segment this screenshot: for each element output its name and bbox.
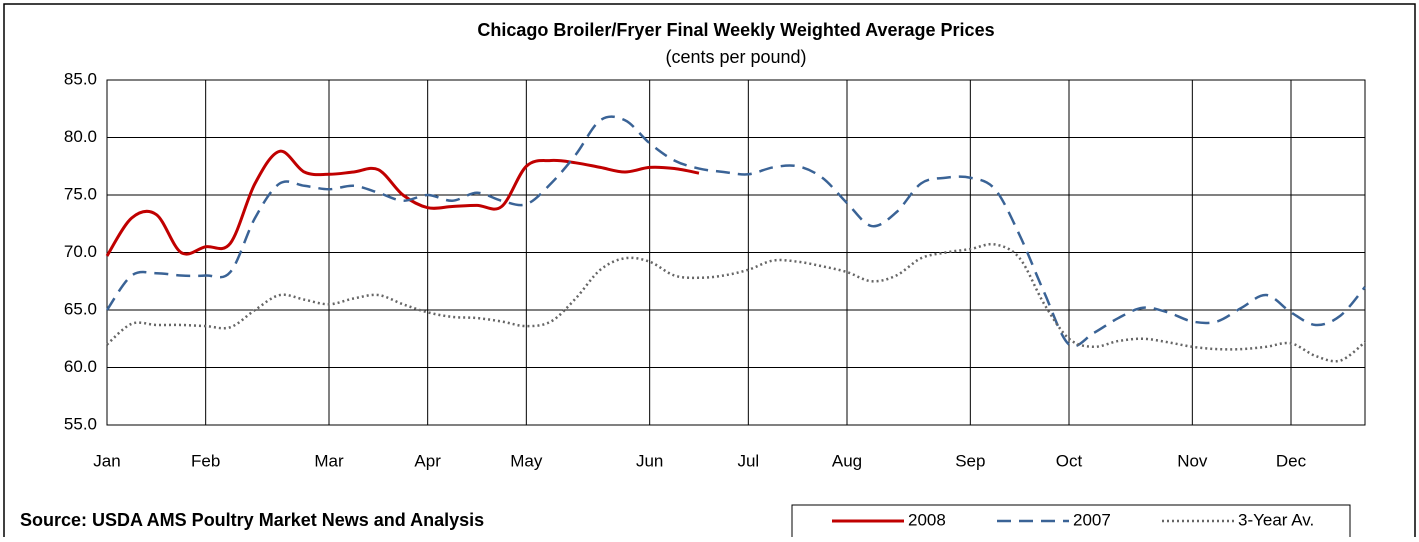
legend-box <box>791 504 1351 542</box>
x-tick-label: Aug <box>832 451 862 470</box>
legend-label: 2008 <box>908 510 946 529</box>
y-tick-label: 60.0 <box>64 357 97 376</box>
y-tick-label: 85.0 <box>64 69 97 88</box>
series-line <box>105 115 1366 348</box>
y-tick-label: 75.0 <box>64 184 97 203</box>
x-tick-label: Sep <box>955 451 985 470</box>
y-tick-label: 55.0 <box>64 414 97 433</box>
chart-title: Chicago Broiler/Fryer Final Weekly Weigh… <box>477 20 994 40</box>
series-line <box>105 149 700 257</box>
chart-subtitle: (cents per pound) <box>665 47 806 67</box>
chart-border <box>3 3 1416 542</box>
x-tick-label: Jul <box>737 451 759 470</box>
x-tick-label: Oct <box>1056 451 1083 470</box>
x-tick-label: Mar <box>314 451 344 470</box>
y-tick-label: 65.0 <box>64 299 97 318</box>
source-note: Source: USDA AMS Poultry Market News and… <box>20 510 484 530</box>
x-tick-label: Jun <box>636 451 663 470</box>
x-tick-label: Jan <box>93 451 120 470</box>
y-tick-label: 70.0 <box>64 242 97 261</box>
legend-label: 2007 <box>1073 510 1111 529</box>
x-tick-label: Feb <box>191 451 220 470</box>
legend-label: 3-Year Av. <box>1238 510 1314 529</box>
x-tick-label: Dec <box>1276 451 1307 470</box>
x-tick-label: Apr <box>414 451 441 470</box>
x-tick-label: May <box>510 451 543 470</box>
y-tick-label: 80.0 <box>64 127 97 146</box>
x-tick-label: Nov <box>1177 451 1208 470</box>
